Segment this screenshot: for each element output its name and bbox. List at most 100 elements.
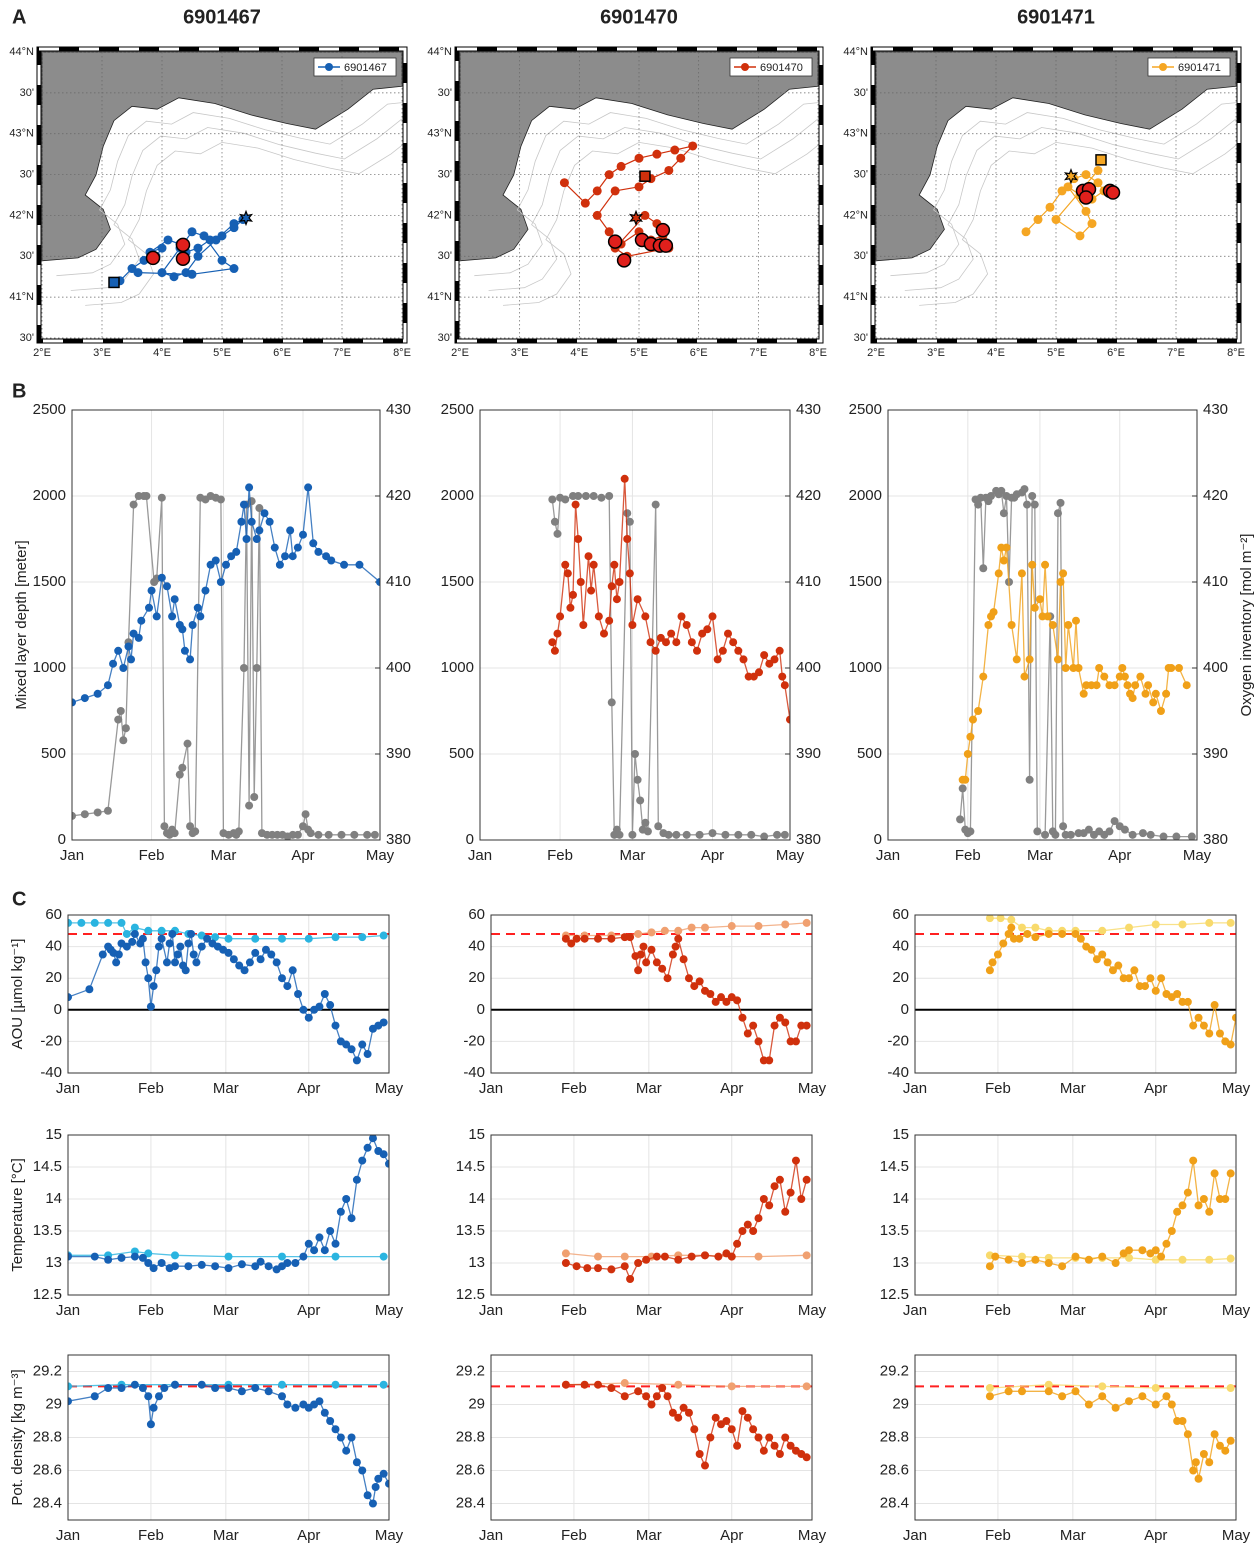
y-tick-label: 0: [874, 831, 882, 848]
data-point: [566, 603, 575, 612]
x-tick-label: Mar: [1027, 847, 1053, 864]
chart-title: 6901471: [1017, 6, 1095, 28]
data-point: [1178, 1255, 1187, 1264]
x-tick-label: Mar: [636, 1527, 662, 1544]
y-tick-label: -20: [40, 1032, 62, 1049]
data-point: [636, 950, 645, 959]
legend-box: [729, 57, 813, 77]
data-point: [1030, 603, 1039, 612]
data-point: [1187, 832, 1196, 840]
data-point: [594, 1252, 602, 1261]
x-tick-label: Mar: [1060, 1080, 1086, 1097]
data-point: [283, 982, 292, 991]
y2-tick-label: 400: [796, 659, 821, 676]
chart-title: 6901467: [183, 6, 261, 28]
data-point: [567, 939, 576, 948]
data-point: [222, 560, 230, 569]
axes-frame: [71, 409, 381, 841]
data-point: [610, 560, 619, 569]
data-point: [791, 1156, 800, 1165]
data-point: [237, 1260, 246, 1269]
data-point: [997, 486, 1006, 495]
data-point: [211, 1262, 220, 1271]
data-point: [760, 832, 769, 840]
data-point: [1020, 672, 1029, 681]
data-point: [561, 1259, 570, 1267]
data-point: [104, 1255, 113, 1264]
data-point: [255, 526, 264, 535]
y-tick-label: 15: [45, 1126, 62, 1143]
axes-frame: [914, 914, 1237, 1074]
data-point: [1151, 1400, 1160, 1409]
data-point: [1004, 1387, 1013, 1396]
data-point: [561, 560, 570, 569]
data-point: [775, 1175, 784, 1184]
legend-marker: [741, 63, 749, 71]
data-point: [304, 1239, 313, 1248]
data-point: [264, 1262, 273, 1271]
data-point: [589, 492, 598, 500]
y-tick-label: 30': [854, 168, 868, 180]
data-point: [119, 664, 128, 672]
y2-tick-label: 430: [1203, 401, 1228, 418]
data-point: [1098, 1252, 1107, 1261]
data-point: [121, 724, 130, 733]
data-point: [1051, 830, 1060, 839]
x-tick-label: Apr: [291, 847, 314, 864]
contour: [85, 141, 402, 306]
y-tick-label: 29.2: [880, 1362, 909, 1379]
data-point: [211, 933, 220, 942]
data-point: [162, 582, 171, 591]
land: [875, 51, 1237, 262]
data-point: [961, 775, 970, 784]
data-point: [754, 1214, 763, 1223]
data-point: [671, 942, 680, 951]
data-point: [1210, 1430, 1219, 1439]
axes-frame: [67, 1354, 390, 1521]
data-point: [1136, 672, 1145, 681]
x-tick-label: May: [1222, 1527, 1251, 1544]
data-point: [1194, 1201, 1203, 1210]
data-point: [1059, 569, 1068, 578]
data-point: [695, 830, 704, 839]
data-point: [152, 612, 161, 621]
data-point: [1111, 1403, 1120, 1412]
data-point: [130, 1380, 139, 1389]
x-tick-label: Apr: [1108, 847, 1131, 864]
data-point: [755, 668, 763, 677]
data-point: [620, 1252, 629, 1261]
data-point: [988, 958, 997, 967]
data-point: [708, 612, 717, 621]
x-tick-label: 4°E: [987, 347, 1005, 359]
data-point: [989, 608, 998, 617]
y-tick-label: 15: [468, 1126, 485, 1143]
data-point: [1167, 1400, 1176, 1409]
data-point: [1007, 923, 1016, 932]
track-point: [1093, 178, 1103, 188]
data-point: [1151, 1246, 1160, 1255]
data-point: [1048, 621, 1057, 629]
y2-tick-label: 390: [1203, 745, 1228, 762]
data-point: [1156, 707, 1165, 715]
end-marker: [1063, 168, 1079, 185]
data-point: [1025, 655, 1034, 664]
y-tick-label: 43°N: [427, 128, 452, 140]
data-point: [802, 1251, 811, 1260]
y-tick-label: 500: [41, 745, 66, 762]
data-point: [727, 1382, 736, 1391]
data-point: [130, 929, 139, 938]
data-point: [261, 945, 270, 954]
data-point: [283, 1259, 292, 1267]
data-point: [216, 495, 225, 504]
frame-dash: [455, 47, 823, 343]
data-point: [291, 1259, 300, 1267]
data-point: [620, 1392, 629, 1401]
x-tick-label: May: [776, 847, 805, 864]
data-point: [149, 1264, 158, 1273]
data-point: [175, 770, 184, 779]
track-point: [559, 178, 569, 188]
data-point: [352, 1458, 361, 1467]
data-point: [171, 958, 179, 967]
data-point: [1151, 986, 1160, 995]
